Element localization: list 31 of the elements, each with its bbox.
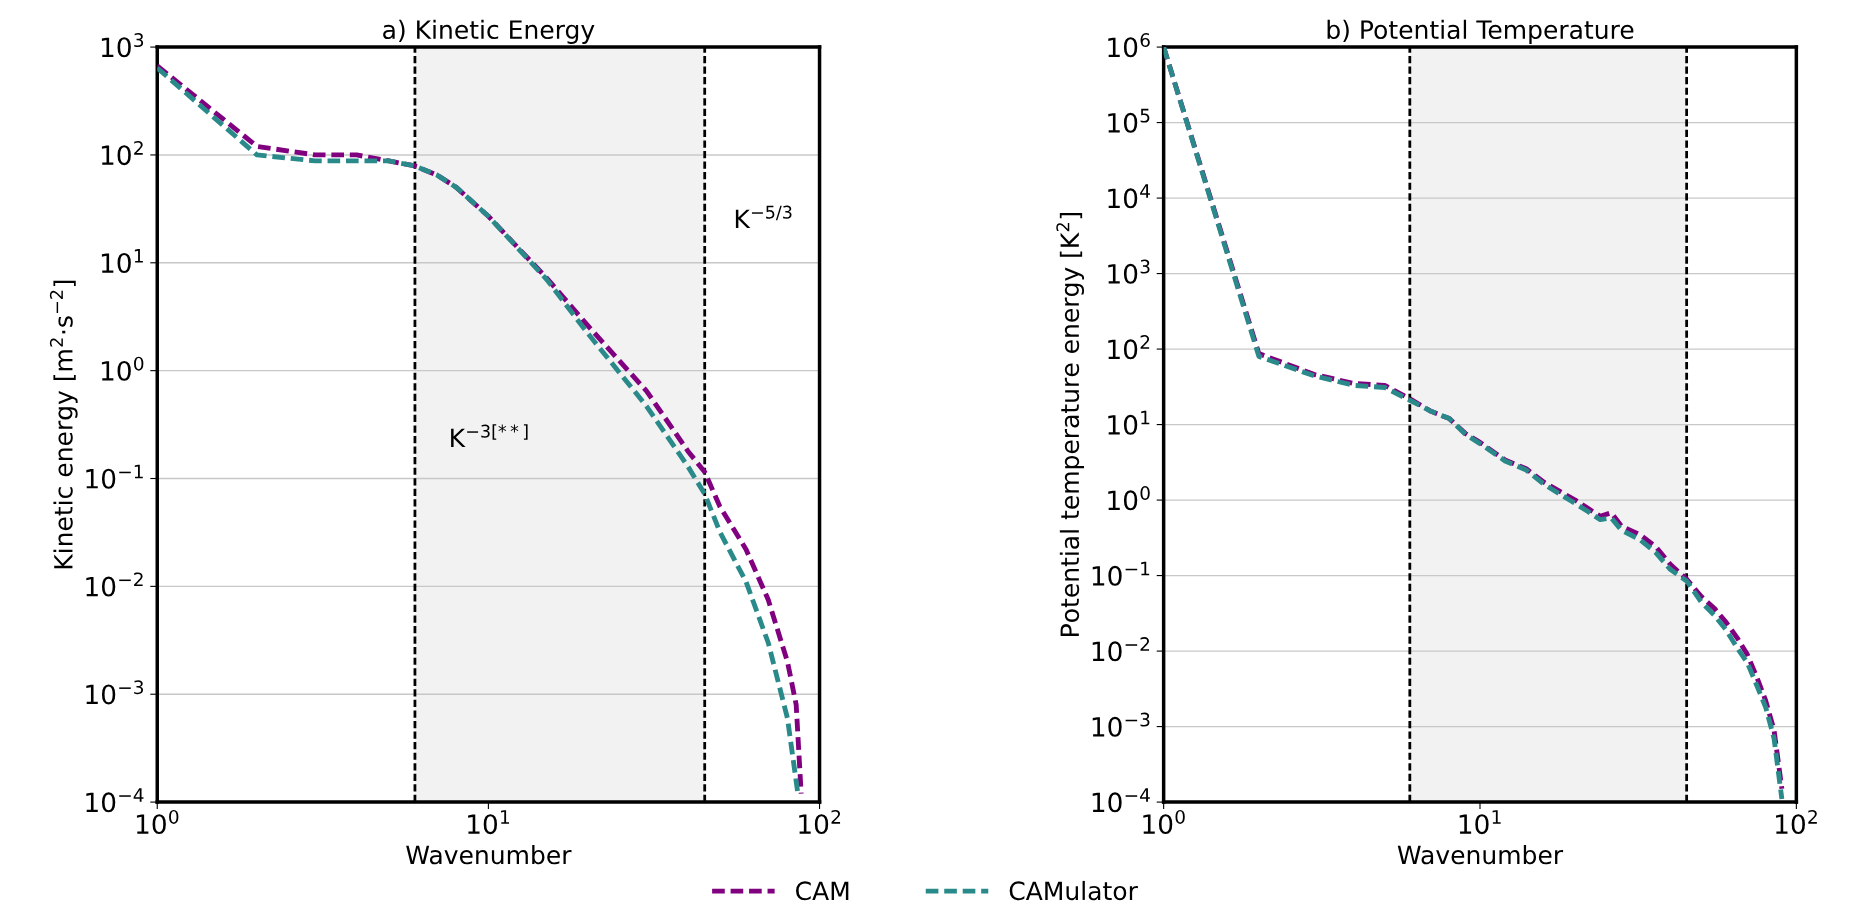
legend-label: CAMulator: [1009, 880, 1138, 901]
y-tick-label: 10$^{3}$: [1108, 259, 1150, 284]
x-tick-label: 10$^{1}$: [1459, 810, 1501, 835]
chart-title: b) Potential Temperature: [1327, 19, 1634, 44]
y-tick-label: 10$^{6}$: [1108, 33, 1150, 58]
y-tick-label: 10$^{−2}$: [86, 572, 143, 597]
y-axis-title: Kinetic energy [m$^{2}$·s$^{−2}$]: [49, 280, 78, 569]
y-tick-label: 10$^{0}$: [1108, 486, 1150, 511]
annotation: K$^{−3[**]}$: [451, 424, 528, 448]
y-tick-label: 10$^{−1}$: [86, 464, 143, 489]
y-tick-label: 10$^{4}$: [1108, 184, 1150, 209]
y-tick-label: 10$^{−2}$: [1092, 637, 1150, 662]
x-axis-title: Wavenumber: [1397, 844, 1564, 865]
y-tick-label: 10$^{2}$: [101, 140, 143, 166]
y-tick-label: 10$^{2}$: [1108, 335, 1150, 360]
legend-label: CAM: [796, 881, 849, 901]
x-tick-label: 10$^{2}$: [799, 809, 841, 835]
y-axis-title: Potential temperature energy [K$^{2}$]: [1056, 213, 1085, 636]
chart-title: a) Kinetic Energy: [383, 19, 595, 44]
y-tick-label: 10$^{3}$: [101, 33, 144, 58]
y-tick-label: 10$^{1}$: [101, 249, 143, 274]
y-tick-label: 10$^{−3}$: [86, 680, 144, 705]
x-tick-label: 10$^{1}$: [468, 810, 510, 835]
y-tick-label: 10$^{1}$: [1108, 410, 1150, 435]
x-tick-label: 10$^{2}$: [1776, 809, 1817, 835]
y-tick-label: 10$^{−3}$: [1092, 712, 1150, 737]
y-tick-label: 10$^{5}$: [1108, 108, 1150, 133]
annotation: K$^{−5/3}$: [735, 205, 792, 229]
y-tick-label: 10$^{−1}$: [1092, 561, 1150, 586]
x-axis-title: Wavenumber: [406, 844, 572, 865]
y-tick-label: 10$^{0}$: [101, 356, 144, 381]
